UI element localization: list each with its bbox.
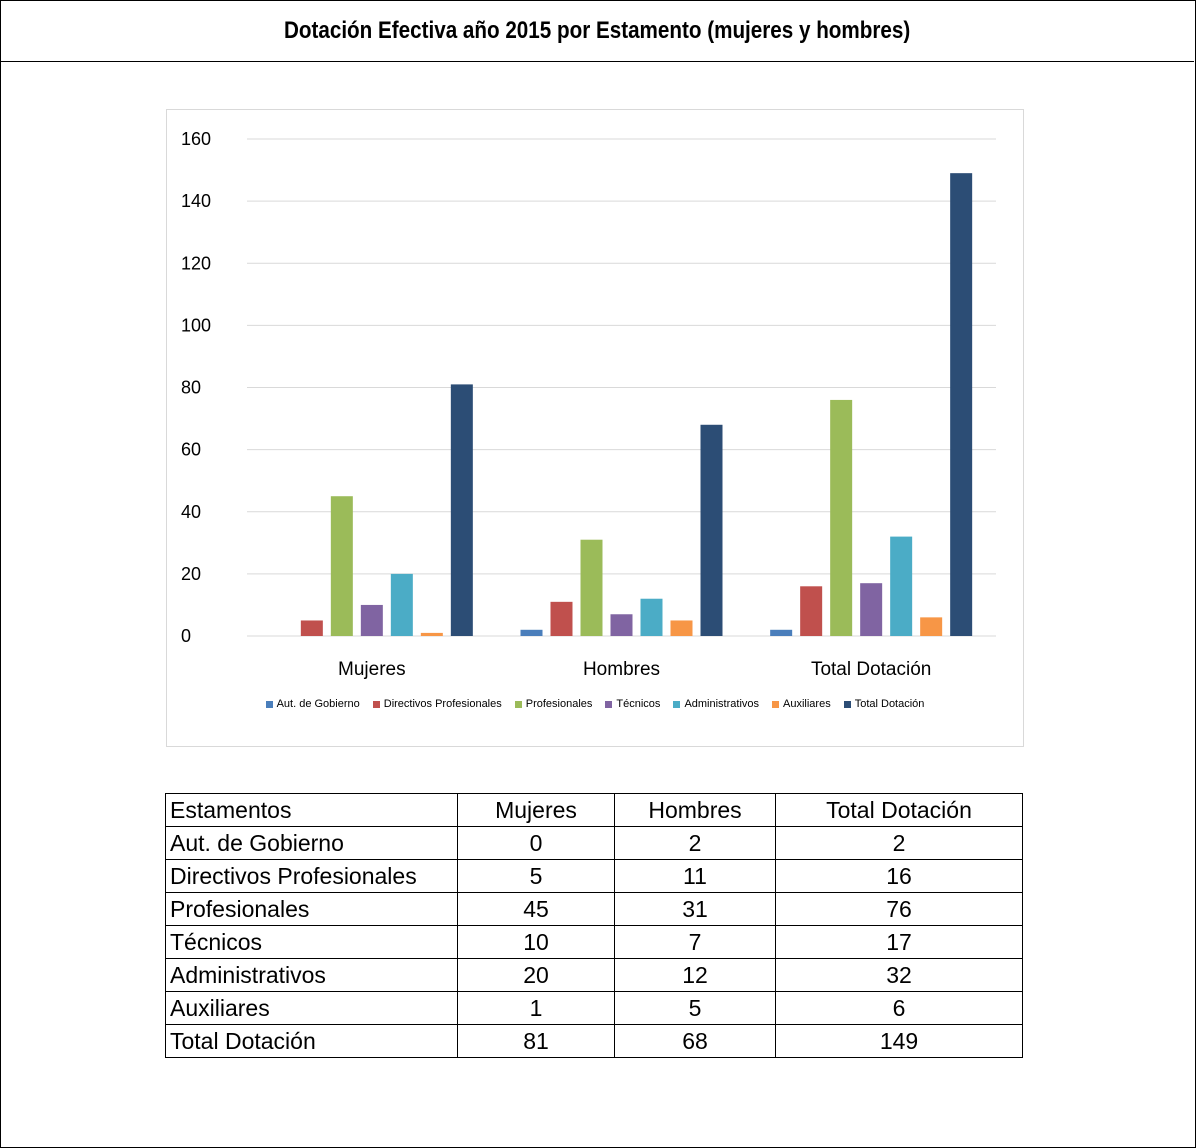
y-tick-label: 0 (181, 626, 191, 646)
table-cell: 45 (457, 892, 615, 926)
table-cell: Total Dotación (165, 1024, 458, 1058)
bar (770, 629, 793, 636)
table-cell: 2 (614, 826, 776, 860)
y-tick-label: 40 (181, 502, 201, 522)
table-cell: 2 (775, 826, 1023, 860)
table-cell: 7 (614, 925, 776, 959)
table-cell: 16 (775, 859, 1023, 893)
legend-label: Técnicos (616, 698, 661, 710)
legend-item: Auxiliares (772, 698, 831, 710)
chart-legend: Aut. de Gobierno Directivos Profesionales… (167, 698, 1023, 710)
table-row: Técnicos 10 7 17 (165, 925, 1023, 959)
bar (920, 617, 943, 636)
bar (610, 614, 633, 636)
legend-swatch (265, 700, 273, 708)
bar (390, 573, 413, 636)
legend-swatch (372, 700, 380, 708)
bar (950, 173, 973, 636)
table-header-row: Estamentos Mujeres Hombres Total Dotación (165, 793, 1023, 827)
table-cell: Profesionales (165, 892, 458, 926)
legend-item: Técnicos (605, 698, 660, 710)
title-row: Dotación Efectiva año 2015 por Estamento… (0, 0, 1194, 62)
table-cell: 5 (614, 991, 776, 1025)
bar (670, 620, 693, 636)
bar (360, 604, 383, 636)
legend-item: Aut. de Gobierno (265, 698, 360, 710)
bar (860, 583, 883, 636)
legend-label: Auxiliares (783, 698, 831, 710)
table-cell: 0 (457, 826, 615, 860)
table-cell: Auxiliares (165, 991, 458, 1025)
data-table: Estamentos Mujeres Hombres Total Dotación Au… (165, 793, 1023, 1058)
legend-label: Total Dotación (854, 698, 925, 710)
bar (300, 620, 323, 636)
legend-label: Directivos Profesionales (383, 698, 502, 710)
table-cell: 32 (775, 958, 1023, 992)
bar (700, 424, 723, 636)
chart-area: 0 20 40 60 80 100 120 140 160 Mujeres Hombres Total… (166, 109, 1024, 747)
y-tick-label: 60 (181, 440, 201, 460)
legend-item: Profesionales (514, 698, 593, 710)
table-cell: 81 (457, 1024, 615, 1058)
x-tick-label: Hombres (583, 659, 660, 680)
legend-item: Administrativos (673, 698, 759, 710)
table-cell: Total Dotación (775, 793, 1023, 827)
x-tick-label: Total Dotación (811, 659, 931, 680)
legend-swatch (514, 700, 522, 708)
legend-label: Profesionales (525, 698, 593, 710)
legend-item: Total Dotación (843, 698, 925, 710)
table-cell: Administrativos (165, 958, 458, 992)
table-row: Administrativos 20 12 32 (165, 958, 1023, 992)
table-row: Profesionales 45 31 76 (165, 892, 1023, 926)
table-cell: 6 (775, 991, 1023, 1025)
table-row: Total Dotación 81 68 149 (165, 1024, 1023, 1058)
table-cell: Aut. de Gobierno (165, 826, 458, 860)
table-cell: 76 (775, 892, 1023, 926)
bar (420, 632, 443, 636)
y-tick-label: 100 (181, 315, 211, 335)
bar (640, 598, 663, 636)
bar (450, 384, 473, 636)
bar (330, 496, 353, 636)
bar (890, 536, 913, 636)
x-tick-label: Mujeres (338, 659, 406, 680)
table-cell: Mujeres (457, 793, 615, 827)
bar-chart: 0 20 40 60 80 100 120 140 160 Mujeres Hombres Total… (181, 129, 996, 680)
table-cell: 68 (614, 1024, 776, 1058)
legend-swatch (843, 700, 851, 708)
table-cell: 11 (614, 859, 776, 893)
table-cell: 10 (457, 925, 615, 959)
legend-swatch (673, 700, 681, 708)
page-title: Dotación Efectiva año 2015 por Estamento… (283, 16, 911, 44)
y-tick-label: 140 (181, 191, 211, 211)
table-cell: Técnicos (165, 925, 458, 959)
y-tick-label: 80 (181, 378, 201, 398)
y-tick-label: 20 (181, 564, 201, 584)
bar (520, 629, 543, 636)
table-cell: 5 (457, 859, 615, 893)
bar (800, 586, 823, 636)
table-cell: 1 (457, 991, 615, 1025)
legend-label: Aut. de Gobierno (276, 698, 360, 710)
legend-label: Administrativos (684, 698, 760, 710)
table-cell: 149 (775, 1024, 1023, 1058)
table-row: Aut. de Gobierno 0 2 2 (165, 826, 1023, 860)
y-tick-label: 120 (181, 253, 211, 273)
table-row: Directivos Profesionales 5 11 16 (165, 859, 1023, 893)
table-cell: Directivos Profesionales (165, 859, 458, 893)
table-cell: Hombres (614, 793, 776, 827)
table-cell: Estamentos (165, 793, 458, 827)
bar (580, 539, 603, 636)
bar (550, 601, 573, 636)
table-row: Auxiliares 1 5 6 (165, 991, 1023, 1025)
y-tick-label: 160 (181, 129, 211, 149)
bar (830, 399, 853, 636)
table-cell: 17 (775, 925, 1023, 959)
legend-swatch (605, 700, 613, 708)
table-cell: 20 (457, 958, 615, 992)
legend-item: Directivos Profesionales (372, 698, 502, 710)
table-cell: 12 (614, 958, 776, 992)
legend-swatch (772, 700, 780, 708)
table-cell: 31 (614, 892, 776, 926)
